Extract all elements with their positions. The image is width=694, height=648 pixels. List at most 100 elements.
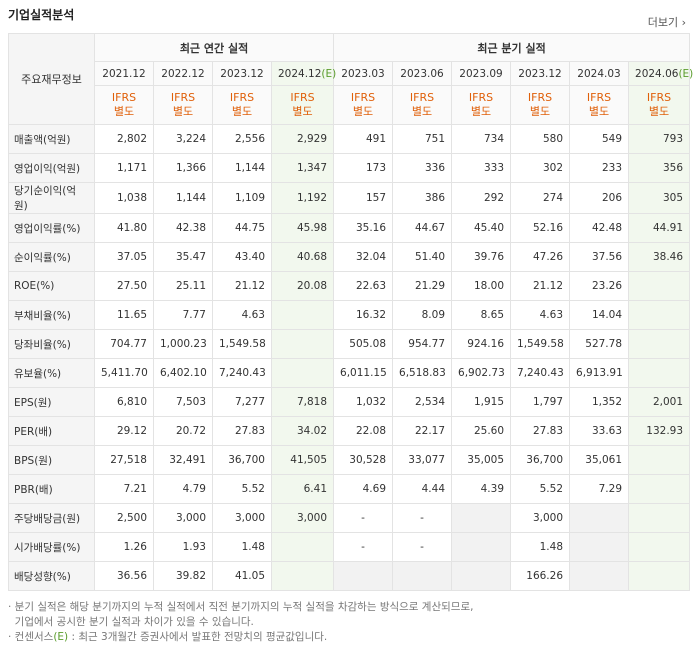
table-cell [392, 561, 453, 591]
table-cell [270, 358, 335, 388]
table-cell: 7,277 [212, 387, 272, 417]
table-cell: 386 [392, 182, 453, 214]
table-cell: 4.69 [333, 474, 394, 504]
table-cell: 2,929 [270, 124, 335, 154]
table-cell: 8.09 [392, 300, 453, 330]
footnote-1: · 분기 실적은 해당 분기까지의 누적 실적에서 직전 분기까지의 누적 실적… [8, 601, 474, 613]
table-cell: 4.63 [510, 300, 571, 330]
table-cell: 41,505 [270, 445, 335, 475]
table-cell: 305 [628, 182, 691, 214]
row-label: PER(배) [8, 416, 95, 446]
table-row: ROE(%) 27.50 25.11 21.12 20.08 22.63 21.29 18.0… [8, 271, 691, 301]
table-cell: 20.72 [153, 416, 213, 446]
table-cell: 16.32 [333, 300, 394, 330]
table-cell: 41.05 [212, 561, 272, 591]
ifrs-header: IFRS 별도 [333, 85, 394, 125]
table-cell: 6.41 [270, 474, 335, 504]
row-label: 당좌비율(%) [8, 329, 95, 359]
table-cell: 7.77 [153, 300, 213, 330]
table-cell: 21.29 [392, 271, 453, 301]
row-label: 매출액(억원) [8, 124, 95, 154]
table-cell: 21.12 [510, 271, 571, 301]
table-cell: 43.40 [212, 242, 272, 272]
table-cell: 37.56 [569, 242, 630, 272]
table-cell [451, 532, 512, 562]
table-cell [628, 503, 691, 533]
table-row: 순이익률(%) 37.05 35.47 43.40 40.68 32.04 51.40 39.… [8, 242, 691, 272]
table-cell: 47.26 [510, 242, 571, 272]
table-cell: 8.65 [451, 300, 512, 330]
table-cell: 3,000 [153, 503, 213, 533]
table-cell: 6,913.91 [569, 358, 630, 388]
table-cell [628, 532, 691, 562]
table-cell: 924.16 [451, 329, 512, 359]
table-cell: 18.00 [451, 271, 512, 301]
table-cell: 274 [510, 182, 571, 214]
table-cell: 7,818 [270, 387, 335, 417]
table-cell: 20.08 [270, 271, 335, 301]
table-cell: 1,144 [153, 182, 213, 214]
section-title: 기업실적분석 [8, 8, 75, 22]
ifrs-header: IFRS 별도 [270, 85, 335, 125]
table-cell: 42.38 [153, 213, 213, 243]
period-header: 2022.12 [153, 61, 213, 86]
table-row: 영업이익(억원) 1,171 1,366 1,144 1,347 173 336 333 302… [8, 153, 691, 183]
row-label: ROE(%) [8, 271, 95, 301]
table-cell: 38.46 [628, 242, 691, 272]
table-cell: 4.39 [451, 474, 512, 504]
period-header: 2023.03 [333, 61, 394, 86]
row-label: 주당배당금(원) [8, 503, 95, 533]
table-cell: 52.16 [510, 213, 571, 243]
table-cell: 2,556 [212, 124, 272, 154]
table-cell: 29.12 [94, 416, 154, 446]
table-cell [628, 474, 691, 504]
table-cell: 39.76 [451, 242, 512, 272]
table-row: 영업이익률(%) 41.80 42.38 44.75 45.98 35.16 44.67 45… [8, 213, 691, 243]
table-cell: 41.80 [94, 213, 154, 243]
row-label: 영업이익(억원) [8, 153, 95, 183]
table-cell [628, 561, 691, 591]
table-cell [270, 300, 335, 330]
more-link[interactable]: 더보기 › [647, 16, 686, 29]
table-cell: 44.91 [628, 213, 691, 243]
table-cell: 2,534 [392, 387, 453, 417]
table-cell: 1,032 [333, 387, 394, 417]
table-cell: 7,240.43 [212, 358, 272, 388]
row-label: 배당성향(%) [8, 561, 95, 591]
table-cell: 1,366 [153, 153, 213, 183]
table-cell: 356 [628, 153, 691, 183]
table-cell [569, 503, 630, 533]
table-cell: 704.77 [94, 329, 154, 359]
table-row: 당좌비율(%) 704.77 1,000.23 1,549.58 505.08 954.7… [8, 329, 691, 359]
table-cell [333, 561, 394, 591]
table-cell: 3,000 [270, 503, 335, 533]
table-cell: 1,109 [212, 182, 272, 214]
table-cell [628, 358, 691, 388]
table-cell: 22.17 [392, 416, 453, 446]
table-cell: 32.04 [333, 242, 394, 272]
table-cell: 32,491 [153, 445, 213, 475]
table-cell: 1,144 [212, 153, 272, 183]
row-label: EPS(원) [8, 387, 95, 417]
table-cell: 734 [451, 124, 512, 154]
table-cell: 4.44 [392, 474, 453, 504]
row-label-header: 주요재무정보 [8, 33, 95, 125]
table-cell: 1,549.58 [212, 329, 272, 359]
table-cell: 6,810 [94, 387, 154, 417]
table-cell: - [392, 532, 453, 562]
footnote-2: 기업에서 공시한 분기 실적과 차이가 있을 수 있습니다. [8, 616, 254, 628]
table-cell: 5.52 [510, 474, 571, 504]
ifrs-header: IFRS 별도 [569, 85, 630, 125]
table-cell: 1,797 [510, 387, 571, 417]
table-cell: 3,000 [212, 503, 272, 533]
table-cell: 292 [451, 182, 512, 214]
table-cell: 36,700 [212, 445, 272, 475]
table-cell: 45.98 [270, 213, 335, 243]
table-cell: 6,902.73 [451, 358, 512, 388]
table-cell: 25.11 [153, 271, 213, 301]
table-cell [270, 561, 335, 591]
table-cell: 36,700 [510, 445, 571, 475]
table-cell: - [333, 532, 394, 562]
period-header: 2023.09 [451, 61, 512, 86]
table-cell: 2,001 [628, 387, 691, 417]
